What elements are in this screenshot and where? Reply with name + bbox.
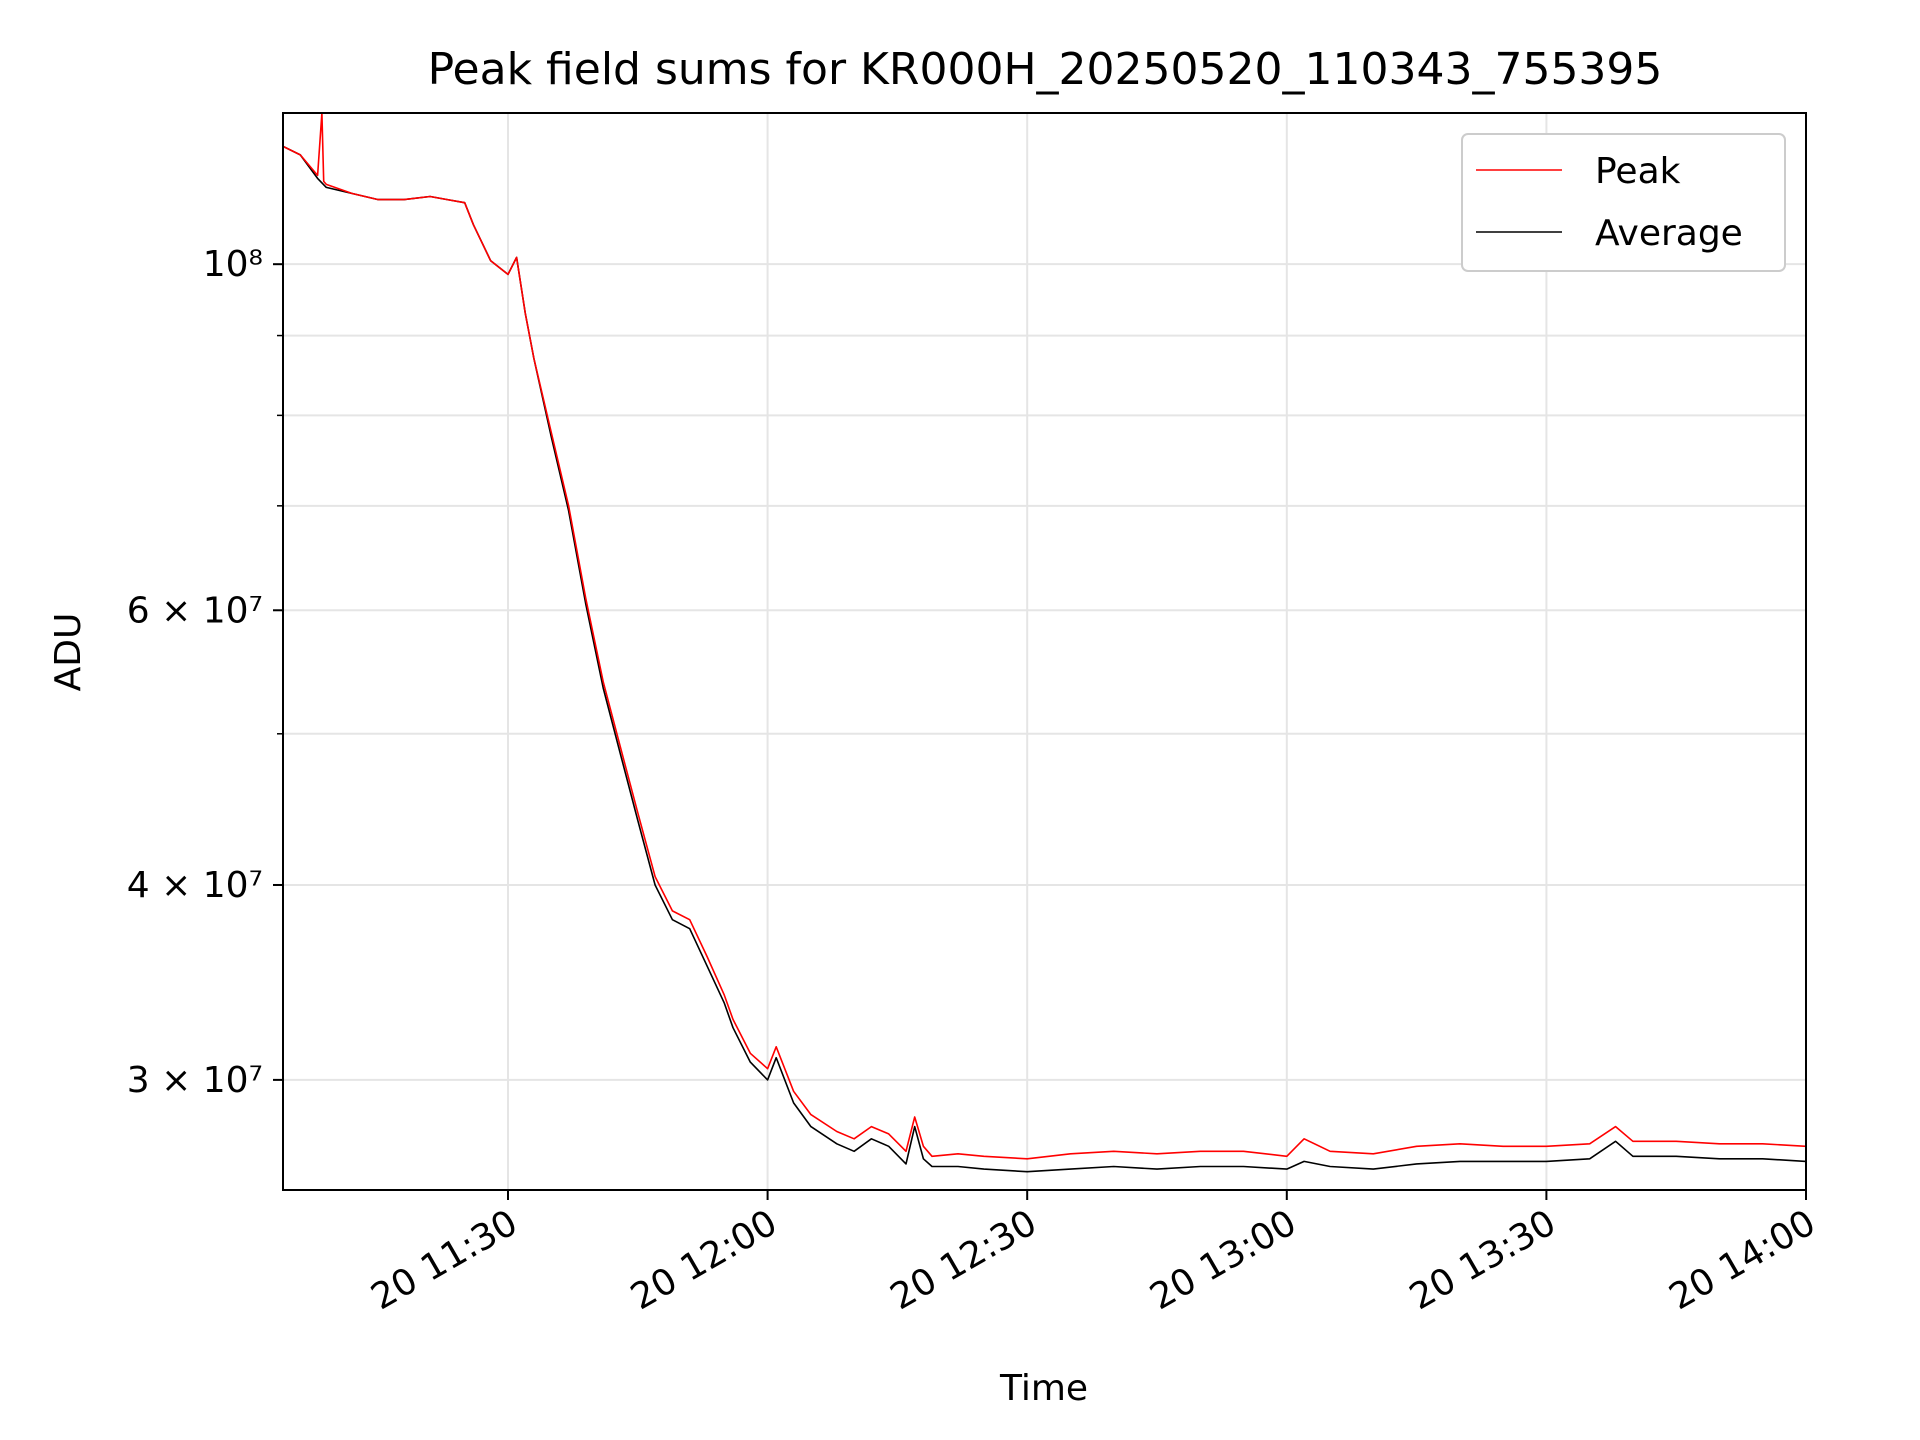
legend-box (1461, 133, 1786, 272)
y-tick-label: 6 × 10⁷ (127, 590, 263, 631)
y-tick-label: 4 × 10⁷ (127, 865, 263, 906)
x-axis-label: Time (999, 1368, 1088, 1409)
grid (283, 113, 1807, 1190)
plot-frame (282, 112, 1807, 1191)
legend-label-average: Average (1595, 213, 1743, 254)
legend: Peak Average (1461, 133, 1786, 272)
y-tick-label: 3 × 10⁷ (127, 1060, 263, 1101)
series-layer (283, 113, 1806, 1173)
y-axis: 10⁸ 6 × 10⁷ 4 × 10⁷ 3 × 10⁷ (127, 244, 283, 1101)
chart-title: Peak field sums for KR000H_20250520_1103… (428, 44, 1663, 95)
y-axis-label: ADU (48, 613, 89, 692)
y-tick-label: 10⁸ (203, 244, 263, 285)
series-line-peak (283, 113, 1806, 1160)
legend-label-peak: Peak (1595, 151, 1681, 192)
